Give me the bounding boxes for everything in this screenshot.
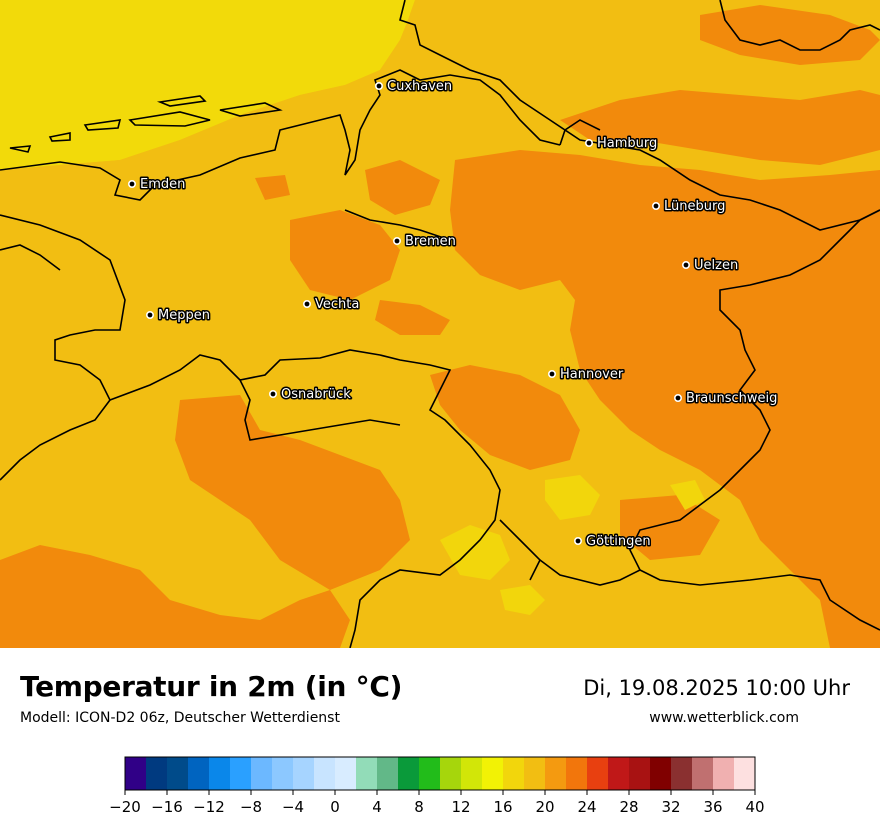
legend-swatch	[419, 757, 441, 790]
legend-tick-label: 32	[661, 798, 680, 816]
city-marker: Hannover	[547, 366, 625, 384]
city-label: Osnabrück	[281, 387, 351, 402]
city-label: Lüneburg	[664, 199, 725, 214]
city-dot	[584, 139, 593, 148]
cities: Cuxhaven Hamburg Emden Lüneburg Bremen Uelzen…	[128, 78, 779, 551]
legend-tick-label: 0	[330, 798, 340, 816]
legend-swatch	[209, 757, 231, 790]
forecast-datetime: Di, 19.08.2025 10:00 Uhr	[583, 676, 850, 700]
city-label: Uelzen	[694, 258, 738, 273]
city-marker: Göttingen	[573, 533, 652, 551]
legend-swatch	[650, 757, 672, 790]
city-marker: Lüneburg	[651, 198, 727, 216]
legend-swatch	[230, 757, 252, 790]
legend-swatch	[188, 757, 210, 790]
legend-swatch	[461, 757, 483, 790]
city-marker: Meppen	[146, 307, 211, 325]
city-marker: Hamburg	[584, 135, 659, 153]
legend-tick-label: 36	[703, 798, 722, 816]
legend-swatch	[608, 757, 630, 790]
city-dot	[651, 202, 660, 211]
city-dot	[681, 260, 690, 269]
color-legend: −20 −16 −12 −8 −4 0 4 8 12 16 20 24 28 32 36 40	[109, 756, 765, 816]
city-label: Vechta	[315, 297, 359, 312]
legend-swatch	[314, 757, 336, 790]
legend-swatch	[398, 757, 420, 790]
cool-patches	[440, 475, 705, 615]
city-label: Göttingen	[586, 534, 651, 549]
legend-tick-label: 12	[451, 798, 470, 816]
legend-tick-label: 40	[745, 798, 764, 816]
legend-swatch	[692, 757, 714, 790]
city-dot	[673, 393, 682, 402]
legend-swatch	[482, 757, 504, 790]
legend-swatch	[440, 757, 462, 790]
borders	[0, 0, 880, 648]
legend-swatch	[272, 757, 294, 790]
warm-areas	[0, 5, 880, 648]
city-label: Meppen	[158, 308, 210, 323]
city-marker: Emden	[128, 176, 187, 194]
legend-swatch	[377, 757, 399, 790]
legend-swatch	[545, 757, 567, 790]
legend-swatch	[251, 757, 273, 790]
city-marker: Braunschweig	[673, 390, 779, 408]
city-dot	[302, 299, 311, 308]
city-label: Hamburg	[597, 136, 657, 151]
legend-swatch	[293, 757, 315, 790]
legend-swatch	[629, 757, 651, 790]
city-label: Bremen	[405, 234, 456, 249]
legend-swatch	[734, 757, 756, 790]
city-label: Hannover	[560, 367, 624, 382]
city-marker: Osnabrück	[268, 386, 353, 404]
legend-tick-label: −12	[193, 798, 225, 816]
coastal-band	[0, 0, 880, 200]
legend-border	[124, 756, 756, 791]
legend-tick-label: −8	[240, 798, 262, 816]
website-link[interactable]: www.wetterblick.com	[649, 710, 799, 726]
temperature-map: Cuxhaven Hamburg Emden Lüneburg Bremen Uelzen…	[0, 0, 880, 648]
legend-tick-label: 24	[577, 798, 596, 816]
city-dot	[128, 180, 137, 189]
legend-tick-label: 4	[372, 798, 382, 816]
legend-swatch	[356, 757, 378, 790]
city-dot	[547, 369, 556, 378]
legend-swatch	[524, 757, 546, 790]
north-sea	[0, 0, 415, 170]
legend-swatch	[503, 757, 525, 790]
city-dot	[392, 237, 401, 246]
city-dot	[374, 82, 383, 91]
legend-swatch	[125, 757, 147, 790]
map-title: Temperatur in 2m (in °C)	[20, 670, 403, 703]
legend-tick-label: −4	[282, 798, 304, 816]
city-dot	[146, 310, 155, 319]
legend-swatch	[671, 757, 693, 790]
legend-tick-label: −16	[151, 798, 183, 816]
legend-tick-label: −20	[109, 798, 141, 816]
legend-swatch	[713, 757, 735, 790]
legend-swatch	[335, 757, 357, 790]
city-marker: Vechta	[302, 296, 361, 314]
city-dot	[268, 389, 277, 398]
legend-swatch	[167, 757, 189, 790]
city-label: Braunschweig	[686, 391, 777, 406]
city-marker: Cuxhaven	[374, 78, 454, 96]
legend-tick-label: 8	[414, 798, 424, 816]
city-dot	[573, 536, 582, 545]
legend-tick-label: 28	[619, 798, 638, 816]
city-marker: Uelzen	[681, 257, 740, 275]
legend-swatch	[566, 757, 588, 790]
legend-tick-label: 20	[535, 798, 554, 816]
model-subtitle: Modell: ICON-D2 06z, Deutscher Wetterdie…	[20, 710, 340, 726]
legend-tick-label: 16	[493, 798, 512, 816]
legend-swatch	[587, 757, 609, 790]
legend-swatch	[146, 757, 168, 790]
city-marker: Bremen	[392, 233, 457, 251]
city-label: Cuxhaven	[387, 79, 452, 94]
city-label: Emden	[140, 177, 185, 192]
